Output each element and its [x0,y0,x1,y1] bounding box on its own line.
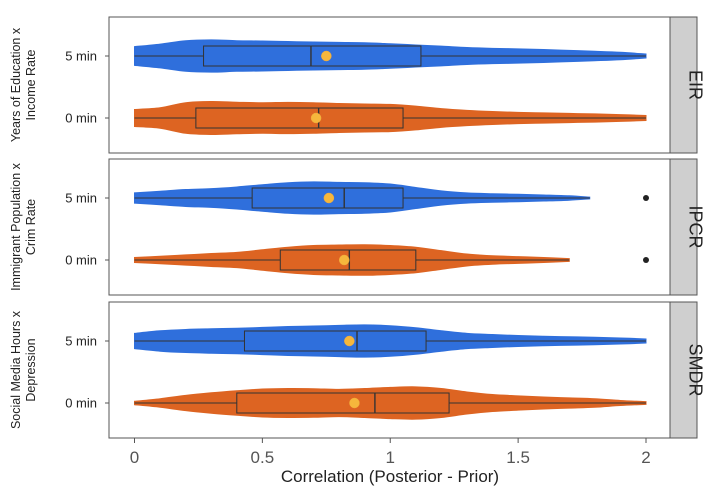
y-axis-label-line: Crim Rate [24,199,38,255]
facet-strip [669,158,698,296]
y-axis-label: Years of Education x Income Rate [9,27,38,142]
y-axis-label-line: Immigrant Population x [9,162,23,291]
y-tick-label: 0 min [65,253,97,268]
group-0-min: 0 min [65,101,647,135]
y-tick-label: 5 min [65,334,97,349]
mean-point [349,397,360,409]
group-5-min: 5 min [65,324,647,358]
panel-eir: EIR Years of Education x Income Rate 5 min 0… [9,16,706,154]
y-axis-label-line: Social Media Hours x [9,310,23,429]
group-5-min: 5 min [65,39,647,73]
x-tick-label: 0.5 [251,448,275,467]
facet-strip-label: EIR [686,70,706,100]
y-axis-label-line: Years of Education x [9,27,23,142]
x-tick-label: 1.5 [506,448,530,467]
group-0-min: 0 min [65,244,649,276]
panel-smdr: SMDR Social Media Hours x Depression 5 min 0… [9,301,706,439]
panel-ipcr: IPCR Immigrant Population x Crim Rate 5 min… [9,158,706,296]
x-axis: Correlation (Posterior - Prior) 0 0.5 1 1.5… [130,438,651,486]
group-0-min: 0 min [65,386,647,420]
y-axis-label: Immigrant Population x Crim Rate [9,162,38,291]
x-tick-label: 2 [641,448,650,467]
y-tick-label: 0 min [65,111,97,126]
x-tick-label: 1 [386,448,395,467]
box [236,392,450,414]
mean-point [338,254,350,266]
mean-point [310,112,322,124]
outlier-point [643,195,649,201]
mean-point [321,50,332,62]
box [243,330,427,352]
box [203,45,422,67]
y-axis-label-line: Income Rate [24,50,38,121]
x-axis-title: Correlation (Posterior - Prior) [281,467,499,486]
y-tick-label: 0 min [65,396,97,411]
mean-point [344,335,355,347]
y-tick-label: 5 min [65,191,97,206]
facet-strip-label: IPCR [686,205,706,248]
y-axis-label-line: Depression [24,338,38,401]
facet-strip [669,16,698,154]
y-axis-label: Social Media Hours x Depression [9,310,38,429]
x-tick-label: 0 [130,448,139,467]
panels-layer: EIR Years of Education x Income Rate 5 min 0… [9,16,706,439]
box [195,107,404,129]
y-tick-label: 5 min [65,49,97,64]
outlier-point [643,257,649,263]
facet-strip-label: SMDR [686,344,706,397]
group-5-min: 5 min [65,181,649,215]
mean-point [323,192,335,204]
facet-strip [669,301,698,439]
